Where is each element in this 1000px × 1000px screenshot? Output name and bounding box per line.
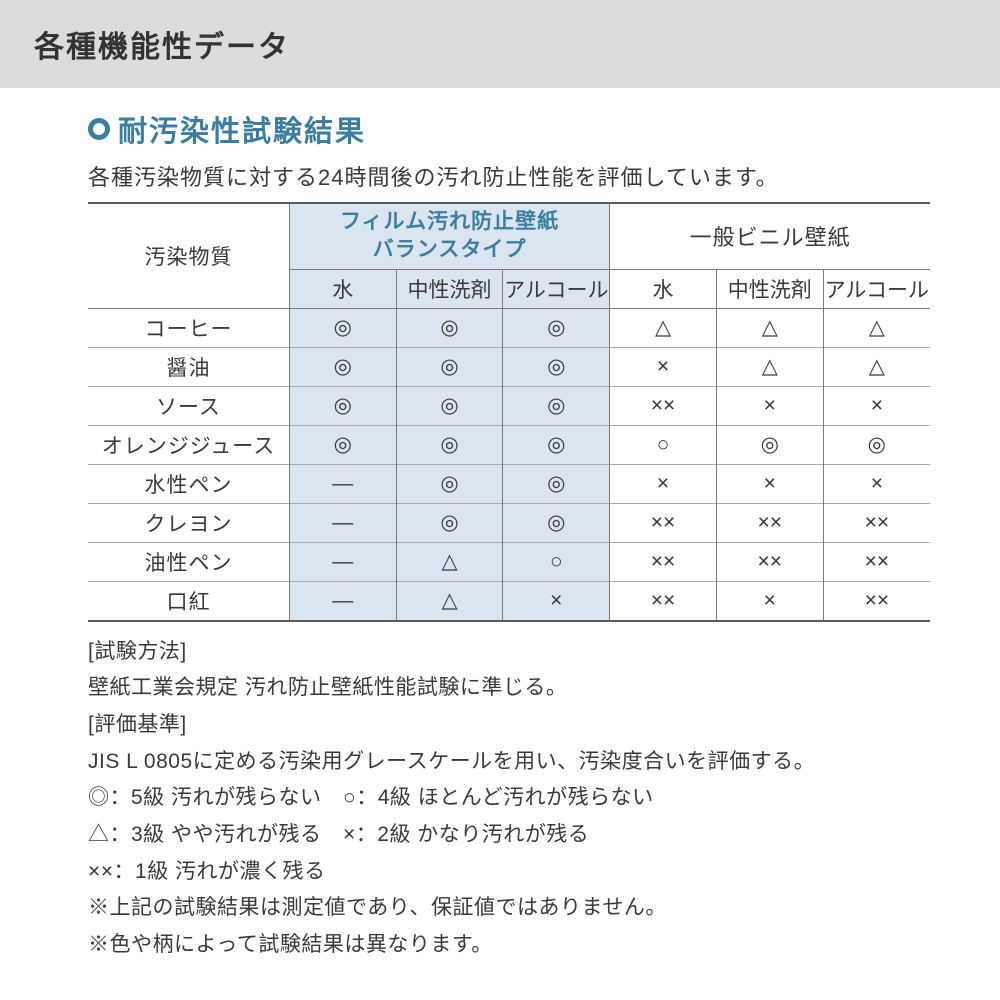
table-cell: ◎ [503, 386, 610, 425]
table-row: コーヒー◎◎◎△△△ [88, 308, 930, 347]
table-cell: × [716, 581, 823, 621]
section-description: 各種汚染物質に対する24時間後の汚れ防止性能を評価しています。 [88, 156, 930, 202]
sub-column-header: 中性洗剤 [716, 269, 823, 308]
table-cell: ◎ [289, 308, 396, 347]
row-label: ソース [88, 386, 289, 425]
sub-column-header: アルコール [503, 269, 610, 308]
table-cell: ― [289, 464, 396, 503]
table-cell: ×× [716, 542, 823, 581]
table-cell: △ [610, 308, 717, 347]
table-row: 口紅―△×××××× [88, 581, 930, 621]
table-cell: ◎ [396, 386, 503, 425]
table-cell: ×× [823, 503, 930, 542]
table-row: クレヨン―◎◎×××××× [88, 503, 930, 542]
row-label: 油性ペン [88, 542, 289, 581]
table-cell: ×× [823, 542, 930, 581]
table-cell: ×× [610, 386, 717, 425]
table-cell: ×× [610, 503, 717, 542]
page-title: 各種機能性データ [34, 31, 290, 64]
sub-column-header: 水 [289, 269, 396, 308]
table-cell: ◎ [503, 425, 610, 464]
section-title-row: 耐汚染性試験結果 [88, 108, 930, 156]
table-cell: ◎ [396, 347, 503, 386]
table-cell: ◎ [503, 503, 610, 542]
table-cell: △ [716, 308, 823, 347]
notes-disclaimer: ※上記の試験結果は測定値であり、保証値ではありません。 [88, 890, 930, 927]
table-cell: × [610, 464, 717, 503]
table-cell: △ [716, 347, 823, 386]
table-cell: △ [823, 347, 930, 386]
table-row: 油性ペン―△○×××××× [88, 542, 930, 581]
results-table: 汚染物質 フィルム汚れ防止壁紙 バランスタイプ 一般ビニル壁紙 水 中性洗剤 ア… [88, 202, 930, 622]
table-cell: ◎ [396, 503, 503, 542]
table-cell: ◎ [823, 425, 930, 464]
table-cell: ― [289, 503, 396, 542]
row-label: 口紅 [88, 581, 289, 621]
table-cell: ×× [610, 581, 717, 621]
table-cell: × [823, 464, 930, 503]
circle-bullet-icon [88, 118, 110, 140]
row-label: コーヒー [88, 308, 289, 347]
row-label: クレヨン [88, 503, 289, 542]
table-cell: ◎ [396, 464, 503, 503]
table-cell: ◎ [396, 425, 503, 464]
table-cell: ◎ [396, 308, 503, 347]
page-header: 各種機能性データ [0, 0, 1000, 88]
notes-method-text: 壁紙工業会規定 汚れ防止壁紙性能試験に準じる。 [88, 670, 930, 707]
table-cell: ◎ [503, 347, 610, 386]
table-cell: ×× [610, 542, 717, 581]
sub-column-header: アルコール [823, 269, 930, 308]
table-cell: ◎ [289, 386, 396, 425]
row-label: オレンジジュース [88, 425, 289, 464]
notes-criteria-text: JIS L 0805に定める汚染用グレースケールを用い、汚染度合いを評価する。 [88, 744, 930, 781]
column-group-vinyl: 一般ビニル壁紙 [610, 203, 930, 269]
notes-legend: ××：1級 汚れが濃く残る [88, 854, 930, 891]
table-cell: ◎ [503, 464, 610, 503]
table-cell: × [716, 386, 823, 425]
table-cell: ― [289, 542, 396, 581]
table-cell: △ [823, 308, 930, 347]
row-label: 醤油 [88, 347, 289, 386]
content-area: 耐汚染性試験結果 各種汚染物質に対する24時間後の汚れ防止性能を評価しています。… [0, 88, 1000, 963]
table-cell: △ [396, 542, 503, 581]
table-cell: ×× [823, 581, 930, 621]
notes-legend: △：3級 やや汚れが残る ×：2級 かなり汚れが残る [88, 817, 930, 854]
table-row: ソース◎◎◎×××× [88, 386, 930, 425]
table-cell: × [823, 386, 930, 425]
sub-column-header: 水 [610, 269, 717, 308]
notes-method-label: [試験方法] [88, 634, 930, 671]
table-cell: × [716, 464, 823, 503]
row-label: 水性ペン [88, 464, 289, 503]
table-cell: ◎ [716, 425, 823, 464]
table-cell: ◎ [503, 308, 610, 347]
notes-disclaimer: ※色や柄によって試験結果は異なります。 [88, 927, 930, 964]
table-cell: × [503, 581, 610, 621]
table-cell: × [610, 347, 717, 386]
table-row: 醤油◎◎◎×△△ [88, 347, 930, 386]
table-cell: ○ [503, 542, 610, 581]
table-cell: ◎ [289, 425, 396, 464]
table-cell: ◎ [289, 347, 396, 386]
notes-legend: ◎：5級 汚れが残らない ○：4級 ほとんど汚れが残らない [88, 780, 930, 817]
table-cell: ×× [716, 503, 823, 542]
table-cell: ― [289, 581, 396, 621]
section-title: 耐汚染性試験結果 [118, 108, 366, 150]
column-group-film: フィルム汚れ防止壁紙 バランスタイプ [289, 203, 609, 269]
notes-criteria-label: [評価基準] [88, 707, 930, 744]
table-row: オレンジジュース◎◎◎○◎◎ [88, 425, 930, 464]
table-cell: △ [396, 581, 503, 621]
table-row: 水性ペン―◎◎××× [88, 464, 930, 503]
sub-column-header: 中性洗剤 [396, 269, 503, 308]
table-cell: ○ [610, 425, 717, 464]
row-header-label: 汚染物質 [88, 203, 289, 308]
notes-block: [試験方法] 壁紙工業会規定 汚れ防止壁紙性能試験に準じる。 [評価基準] JI… [88, 622, 930, 964]
